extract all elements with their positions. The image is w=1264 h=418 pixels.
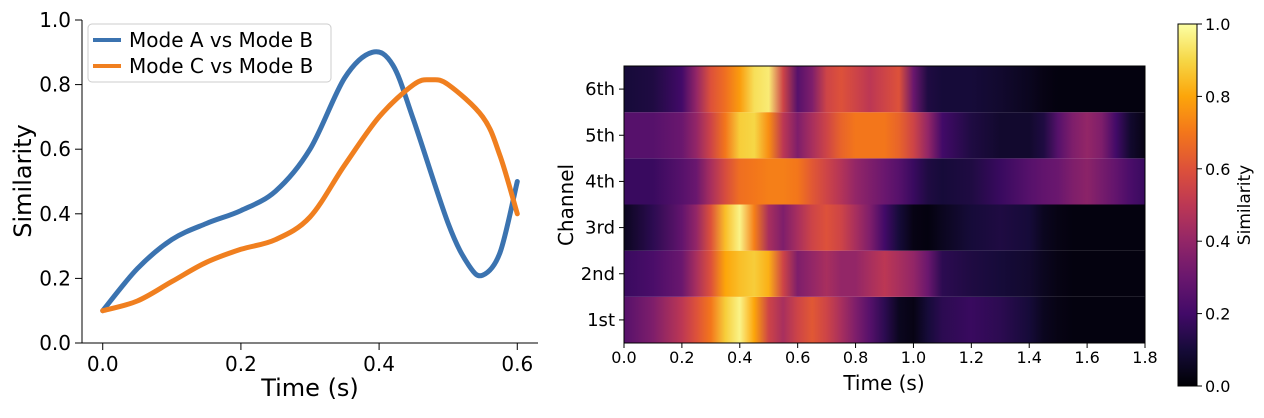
heatmap-y-label: Channel (554, 164, 578, 246)
colorbar-label: Similarity (1235, 165, 1255, 245)
colorbar-tick-label: 0.6 (1205, 160, 1230, 179)
colorbar-tick-label: 1.0 (1205, 15, 1230, 34)
legend-label-mode-c: Mode C vs Mode B (129, 54, 313, 78)
line-series-0 (100, 49, 520, 314)
heatmap-x-label: Time (s) (842, 371, 924, 395)
line-chart-x-ticks: 0.0 0.2 0.4 0.6 (87, 343, 533, 376)
heatmap-x-tick-label: 1.0 (901, 348, 926, 367)
heatmap-row-1st (624, 296, 1145, 343)
heatmap-y-tick-label: 4th (585, 171, 615, 192)
heatmap-x-tick-label: 1.6 (1074, 348, 1099, 367)
heatmap-y-tick-label: 2nd (581, 264, 615, 285)
heatmap-y-tick-label: 5th (585, 125, 615, 146)
colorbar-bar (1177, 23, 1198, 387)
heatmap-x-ticks: 0.0 0.2 0.4 0.6 0.8 1.0 1.2 1.4 1.6 1.8 (611, 343, 1158, 367)
heatmap-x-tick-label: 1.8 (1132, 348, 1157, 367)
x-tick-label: 0.0 (87, 352, 119, 376)
colorbar-ticks: 0.0 0.2 0.4 0.6 0.8 1.0 (1197, 15, 1230, 396)
heatmap-x-tick-label: 0.8 (843, 348, 868, 367)
heatmap-x-tick-label: 0.0 (611, 348, 636, 367)
line-chart-legend: Mode A vs Mode B Mode C vs Mode B (87, 23, 332, 83)
line-series-1 (100, 77, 520, 314)
legend-frame (87, 23, 332, 83)
line-chart-y-ticks: 0.0 0.2 0.4 0.6 0.8 1.0 (39, 8, 82, 355)
heatmap-row-3rd (624, 204, 1145, 251)
heatmap-y-tick-label: 6th (585, 79, 615, 100)
heatmap-y-tick-label: 1st (587, 310, 615, 331)
y-tick-label: 0.2 (39, 266, 71, 290)
heatmap-x-tick-label: 1.2 (959, 348, 984, 367)
heatmap-y-tick-label: 3rd (585, 218, 615, 239)
heatmap-row-5th (624, 112, 1145, 159)
heatmap-x-tick-label: 1.4 (1016, 348, 1041, 367)
x-tick-label: 0.2 (225, 352, 257, 376)
heatmap-rows (624, 66, 1145, 343)
legend-label-mode-a: Mode A vs Mode B (129, 28, 313, 52)
colorbar-tick-label: 0.8 (1205, 87, 1230, 106)
colorbar-tick-label: 0.4 (1205, 232, 1230, 251)
y-tick-label: 1.0 (39, 8, 71, 32)
y-tick-label: 0.0 (39, 331, 71, 355)
y-tick-label: 0.6 (39, 137, 71, 161)
heatmap-chart: 0.0 0.2 0.4 0.6 0.8 1.0 1.2 1.4 1.6 1.8 1st 2nd 3rd… (554, 65, 1158, 395)
colorbar-tick-label: 0.2 (1205, 305, 1230, 324)
heatmap-row-6th (624, 66, 1145, 113)
heatmap-row-2nd (624, 250, 1145, 297)
colorbar: 0.0 0.2 0.4 0.6 0.8 1.0 Similarity (1177, 15, 1255, 396)
heatmap-x-tick-label: 0.6 (785, 348, 810, 367)
x-tick-label: 0.6 (501, 352, 533, 376)
line-series-group (100, 49, 520, 314)
line-chart-x-label: Time (s) (260, 374, 359, 402)
heatmap-y-ticks: 1st 2nd 3rd 4th 5th 6th (581, 79, 624, 331)
y-tick-label: 0.4 (39, 202, 71, 226)
heatmap-x-tick-label: 0.4 (727, 348, 752, 367)
heatmap-row-4th (624, 158, 1145, 205)
x-tick-label: 0.4 (363, 352, 395, 376)
heatmap-x-tick-label: 0.2 (669, 348, 694, 367)
line-chart-y-label: Similarity (9, 124, 37, 237)
line-chart: 0.0 0.2 0.4 0.6 0.0 0.2 0.4 0.6 0.8 1.0 Time (s)… (9, 8, 538, 402)
y-tick-label: 0.8 (39, 73, 71, 97)
colorbar-tick-label: 0.0 (1205, 377, 1230, 396)
heatmap-frame (623, 65, 1146, 344)
